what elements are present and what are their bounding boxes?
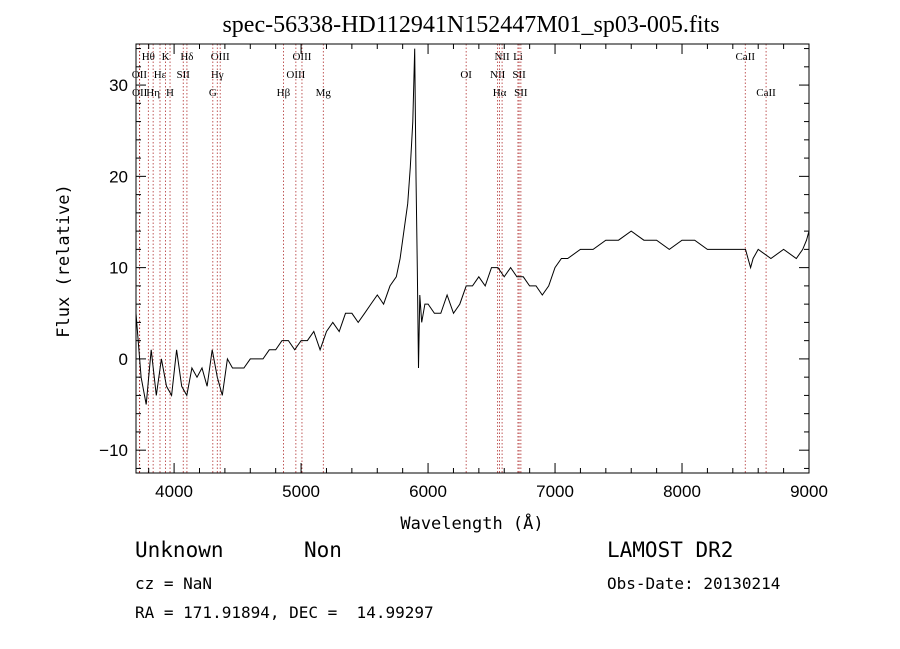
coordinates-text: RA = 171.91894, DEC = 14.99297 [135, 603, 434, 622]
x-tick-label: 9000 [790, 482, 828, 501]
spectral-line-label: CaII [735, 51, 755, 63]
spectral-line-label: SII [512, 69, 526, 81]
spectrum-series-line [135, 48, 810, 405]
spectral-line-label: Hδ [180, 51, 193, 63]
spectral-line-label: SII [514, 87, 528, 99]
x-axis-label: Wavelength (Å) [400, 512, 543, 534]
x-tick-label: 7000 [536, 482, 574, 501]
spectral-line-label: K [162, 51, 170, 63]
spectral-line-label: Hα [493, 87, 507, 99]
object-class: Unknown [135, 538, 224, 562]
spectral-line-label: NII [490, 69, 506, 81]
spectral-line-label: Hβ [277, 87, 291, 99]
spectral-line-label: Hθ [142, 51, 155, 63]
spectral-line-label: CaII [756, 87, 776, 99]
y-tick-label: 0 [119, 350, 128, 369]
spectral-line-label: OIII [292, 51, 311, 63]
spectral-line-label: Mg [316, 87, 332, 99]
spectral-line-label: NII [494, 51, 510, 63]
y-axis: −10 0 10 20 30 [99, 48, 809, 469]
x-tick-label: 6000 [409, 482, 447, 501]
chart-title: spec-56338-HD112941N152447M01_sp03-005.f… [222, 12, 719, 38]
x-tick-label: 4000 [155, 482, 193, 501]
spectral-line-label: Hγ [211, 69, 224, 81]
spectral-line-label: G [209, 87, 217, 99]
spectral-line-label: OIII [286, 69, 305, 81]
x-tick-label: 5000 [282, 482, 320, 501]
spectral-line-label: H [166, 87, 174, 99]
x-tick-label: 8000 [663, 482, 701, 501]
y-tick-label: 30 [109, 76, 128, 95]
spectral-line-label: Hε [154, 69, 167, 81]
y-axis-label: Flux (relative) [54, 184, 74, 338]
spectral-line-label: OIII [211, 51, 230, 63]
spectral-line-label: Hη [146, 87, 160, 99]
survey-name: LAMOST DR2 [607, 538, 734, 562]
obs-date: Obs-Date: 20130214 [607, 574, 781, 593]
object-subclass: Non [304, 538, 342, 562]
x-axis: 4000 5000 6000 7000 8000 9000 [148, 44, 828, 501]
y-tick-label: 20 [109, 167, 128, 186]
plot-frame [135, 43, 810, 474]
spectral-line-label: OI [460, 69, 472, 81]
spectral-line-label: SII [177, 69, 191, 81]
spectral-line-label: Li [513, 51, 523, 63]
redshift-text: cz = NaN [135, 574, 213, 593]
y-tick-label: −10 [99, 441, 128, 460]
y-tick-label: 10 [109, 259, 128, 278]
